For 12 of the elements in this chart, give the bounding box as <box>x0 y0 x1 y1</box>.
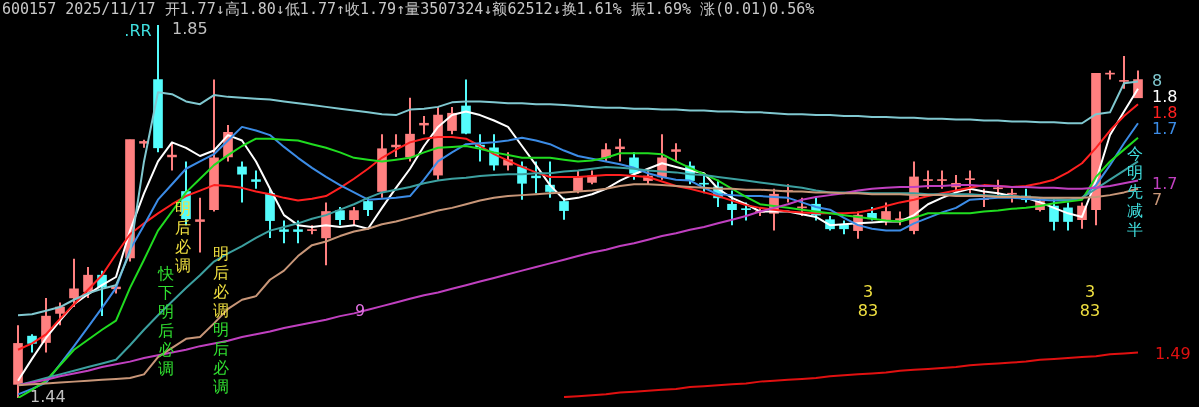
annotation: 明后必调 <box>213 244 229 321</box>
annotation: .RR <box>124 21 152 41</box>
chart-title: 600157 2025/11/17 开1.77↓高1.80↓低1.77↑收1.79↑量3507324↓额62512↓换1.61% 振1.69% 涨(0.01)0.56% <box>1 0 816 20</box>
annotation: 1.44 <box>30 387 66 407</box>
text: 1.49 <box>1155 344 1191 364</box>
annotation: 3 <box>862 282 874 302</box>
annotation: 83 <box>1079 301 1101 321</box>
annotation: 1.85 <box>172 19 208 39</box>
annotation: 3 <box>1084 282 1096 302</box>
annotation: 明后必调 <box>213 320 229 397</box>
annotation: 83 <box>857 301 879 321</box>
candlestick <box>195 197 205 253</box>
